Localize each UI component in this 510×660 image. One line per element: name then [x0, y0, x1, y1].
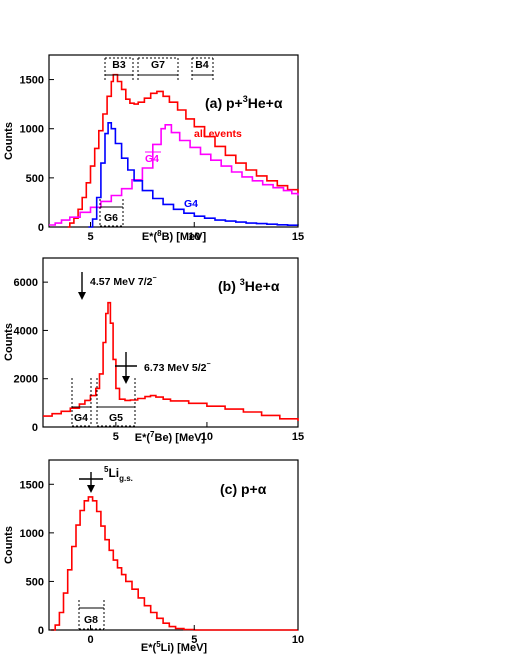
panel-b-frame [42, 257, 299, 428]
panel-c-series [51, 496, 298, 631]
series-line-1-0 [43, 301, 299, 421]
panel-b-xlabel: E*(7Be) [MeV] [135, 430, 206, 444]
panel-c-frame [48, 459, 299, 631]
gate-b4: B4 [191, 57, 214, 82]
series-line-2-0 [51, 496, 298, 631]
arrowhead-6p73 [122, 376, 130, 384]
gate-b3: B3 [104, 57, 134, 82]
annotation-5li: 5Lig.s. [104, 465, 133, 483]
ytick-label-2-0: 0 [38, 625, 44, 637]
series-line-0-2 [88, 122, 299, 228]
panel-b-label: (b) 3He+α [218, 277, 280, 294]
panel-a-frame [48, 54, 299, 228]
arrowhead-5li [87, 485, 95, 493]
panel-c-xlabel: E*(5Li) [MeV] [141, 640, 208, 654]
ytick-label-0-0: 0 [38, 222, 44, 234]
ytick-label-0-3: 1500 [20, 75, 44, 87]
ytick-label-1-1: 2000 [14, 374, 38, 386]
xtick-label-2-1: 5 [191, 634, 197, 646]
svg-text:G6: G6 [104, 212, 118, 224]
ytick-label-2-2: 1000 [20, 528, 44, 540]
xtick-label-1-2: 15 [292, 431, 304, 443]
ytick-label-0-1: 500 [26, 173, 44, 185]
ytick-label-1-3: 6000 [14, 277, 38, 289]
panel-a-xlabel: E*(8B) [MeV] [142, 229, 207, 243]
panel-a-label: (a) p+3He+α [205, 94, 283, 111]
gate-g7: G7 [137, 57, 179, 82]
xtick-label-0-1: 10 [188, 231, 200, 243]
ytick-label-2-1: 500 [26, 576, 44, 588]
xtick-label-0-0: 5 [87, 231, 93, 243]
svg-text:B3: B3 [112, 59, 126, 71]
annotation-g4: G4 [184, 198, 198, 210]
panel-b-series [43, 301, 299, 421]
panel-a-ylabel: Counts [3, 122, 15, 160]
svg-text:G7: G7 [151, 59, 165, 71]
panel-c-ylabel: Counts [3, 526, 15, 564]
annotation-all-events: all events [194, 128, 242, 140]
annotation-g4-bar: G4 [145, 153, 159, 165]
arrowhead-4p57 [78, 292, 86, 300]
panel-b-ylabel: Counts [3, 323, 15, 361]
xtick-label-0-2: 15 [292, 231, 304, 243]
xtick-label-1-1: 10 [201, 431, 213, 443]
annotation-4p57: 4.57 MeV 7/2− [90, 275, 157, 288]
panel-a-series [49, 73, 299, 228]
panel-c-label: (c) p+α [220, 481, 267, 497]
xtick-label-2-2: 10 [292, 634, 304, 646]
gate-g6: G6 [99, 199, 124, 227]
ytick-label-1-0: 0 [32, 422, 38, 434]
ytick-label-0-2: 1000 [20, 124, 44, 136]
ytick-label-1-2: 4000 [14, 325, 38, 337]
xtick-label-1-0: 5 [113, 431, 119, 443]
series-line-0-0 [67, 73, 299, 228]
svg-text:G5: G5 [109, 412, 123, 424]
svg-text:G4: G4 [74, 412, 88, 424]
gate-g5: G5 [96, 378, 136, 427]
series-line-0-1 [49, 124, 299, 226]
svg-text:G8: G8 [84, 614, 98, 626]
gate-g8: G8 [78, 600, 105, 630]
gate-g4-b: G4 [71, 378, 92, 427]
annotation-6p73: 6.73 MeV 5/2− [144, 361, 211, 374]
svg-text:B4: B4 [195, 59, 209, 71]
xtick-label-2-0: 0 [87, 634, 93, 646]
ytick-label-2-3: 1500 [20, 479, 44, 491]
